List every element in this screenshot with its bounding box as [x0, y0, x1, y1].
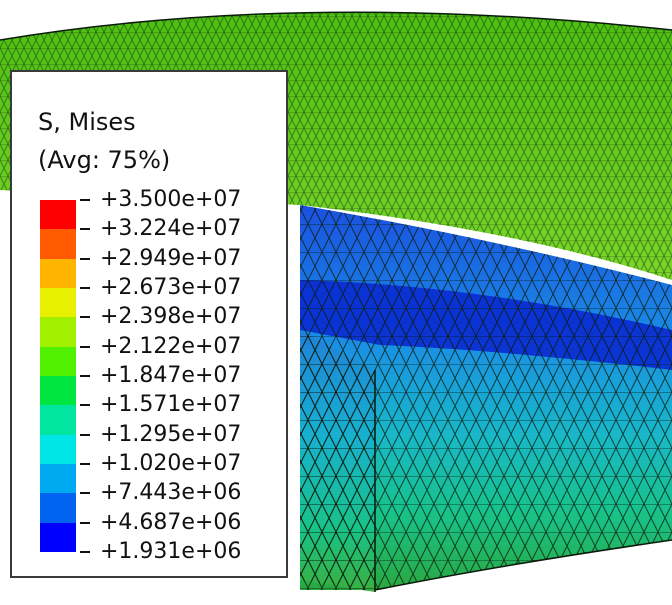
- legend-tick: [80, 228, 90, 231]
- legend-swatch: [40, 229, 76, 260]
- legend-value-label: +1.571e+07: [100, 392, 242, 418]
- legend-swatch: [40, 464, 76, 494]
- legend-value-label: +2.398e+07: [100, 304, 242, 330]
- legend-value-label: +1.020e+07: [100, 451, 242, 476]
- legend-swatch: [40, 346, 76, 377]
- legend-value-label: +3.224e+07: [100, 216, 242, 242]
- legend-tick: [80, 287, 90, 289]
- legend-tick: [80, 433, 90, 436]
- legend-value-label: +1.847e+07: [100, 363, 242, 388]
- legend-tick: [80, 375, 90, 377]
- legend-value-label: +2.949e+07: [100, 245, 242, 271]
- legend-swatch: [40, 434, 76, 465]
- legend-tick: [80, 316, 90, 319]
- legend-value-label: +2.122e+07: [100, 333, 242, 359]
- legend-swatch: [40, 522, 76, 553]
- legend-swatch: [40, 258, 76, 289]
- legend-swatch: [40, 376, 76, 406]
- legend-tick: [80, 404, 90, 407]
- legend-swatch: [40, 405, 76, 436]
- legend-tick: [80, 257, 90, 260]
- legend-value-label: +3.500e+07: [100, 187, 242, 212]
- legend-swatch: [40, 200, 76, 230]
- legend-tick: [80, 463, 90, 465]
- legend-title: S, Mises: [38, 108, 136, 136]
- legend-value-label: +1.931e+06: [100, 539, 242, 564]
- contour-legend: S, Mises (Avg: 75%) +3.500e+07 +3.224e+07…: [10, 70, 288, 578]
- legend-value-label: +2.673e+07: [100, 275, 242, 300]
- legend-tick: [80, 551, 90, 553]
- legend-subtitle: (Avg: 75%): [38, 146, 171, 174]
- legend-swatch: [40, 317, 76, 348]
- legend-color-bar: [40, 200, 76, 553]
- legend-tick: [80, 492, 90, 495]
- legend-swatch: [40, 288, 76, 318]
- legend-value-label: +1.295e+07: [100, 421, 242, 447]
- legend-value-label: +7.443e+06: [100, 480, 242, 506]
- legend-tick: [80, 345, 90, 348]
- legend-tick: [80, 521, 90, 524]
- legend-swatch: [40, 493, 76, 524]
- legend-value-label: +4.687e+06: [100, 509, 242, 535]
- legend-tick: [80, 199, 90, 201]
